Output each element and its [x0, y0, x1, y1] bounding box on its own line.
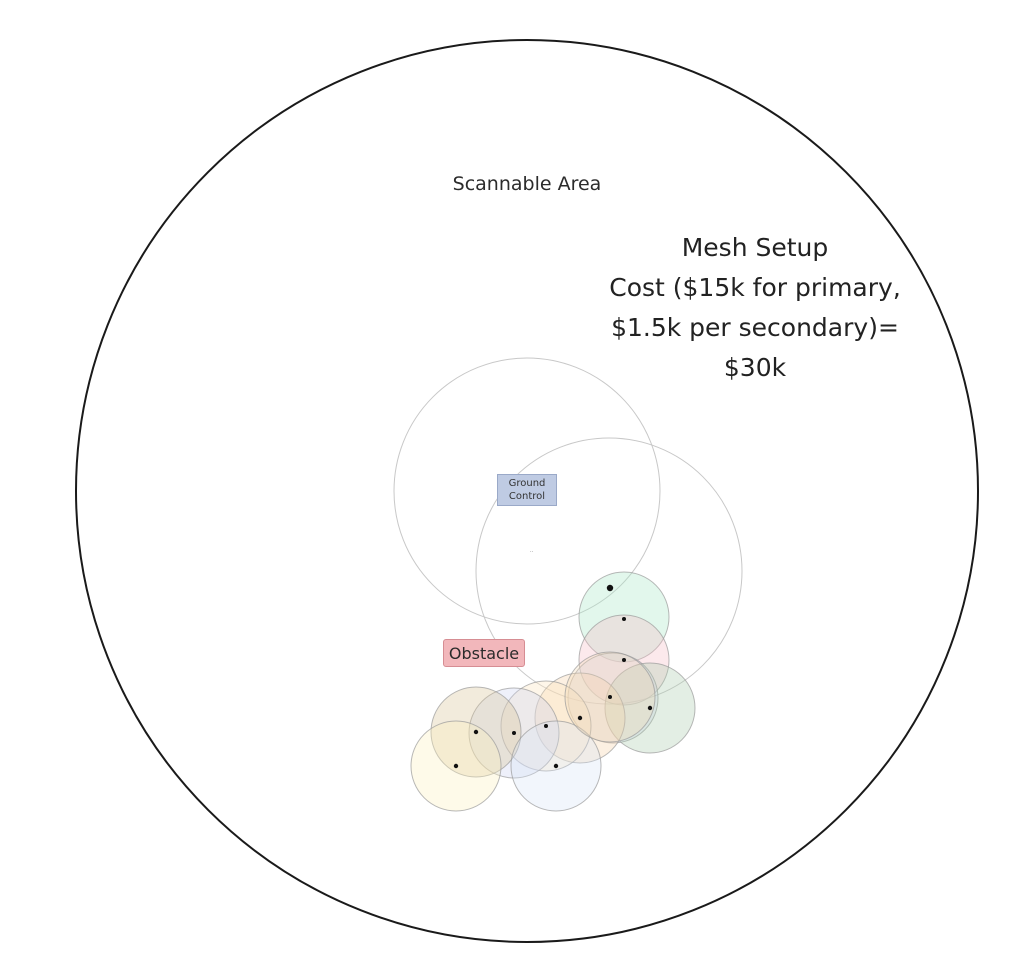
primary-range-circle — [393, 357, 661, 625]
secondary-node-dot-5[interactable] — [577, 715, 583, 721]
secondary-node-dot-3[interactable] — [622, 658, 626, 662]
obstacle-box[interactable]: Obstacle — [443, 639, 525, 667]
mesh-setup-cost-text: Mesh Setup Cost ($15k for primary, $1.5k… — [587, 228, 923, 388]
secondary-node-dot-8[interactable] — [473, 729, 479, 735]
ground-control-label-line1: Ground — [508, 478, 546, 489]
mesh-cost-line-2: $1.5k per secondary)= — [611, 313, 899, 342]
secondary-nodes — [410, 571, 696, 812]
relay-range-circle — [475, 437, 743, 705]
mesh-cost-line-1: Cost ($15k for primary, — [609, 273, 901, 302]
scannable-area-label: Scannable Area — [452, 173, 602, 195]
secondary-node-dot-10[interactable] — [553, 763, 559, 769]
mesh-setup-title: Mesh Setup — [681, 233, 829, 262]
secondary-node-dot-1[interactable] — [606, 584, 614, 592]
secondary-node-dot-4[interactable] — [647, 705, 653, 711]
secondary-node-dot-2[interactable] — [622, 617, 626, 621]
tiny-mark: .. — [530, 548, 534, 554]
secondary-node-dot-9[interactable] — [453, 763, 459, 769]
secondary-node-dot-11[interactable] — [608, 695, 612, 699]
scannable-area-boundary — [75, 39, 979, 943]
ground-control-label-line2: Control — [508, 491, 546, 502]
ground-control-box[interactable]: Ground Control — [497, 474, 557, 506]
obstacle-label: Obstacle — [448, 643, 520, 663]
mesh-cost-total: $30k — [723, 353, 787, 382]
secondary-node-dot-7[interactable] — [512, 731, 516, 735]
secondary-node-dot-6[interactable] — [544, 724, 548, 728]
